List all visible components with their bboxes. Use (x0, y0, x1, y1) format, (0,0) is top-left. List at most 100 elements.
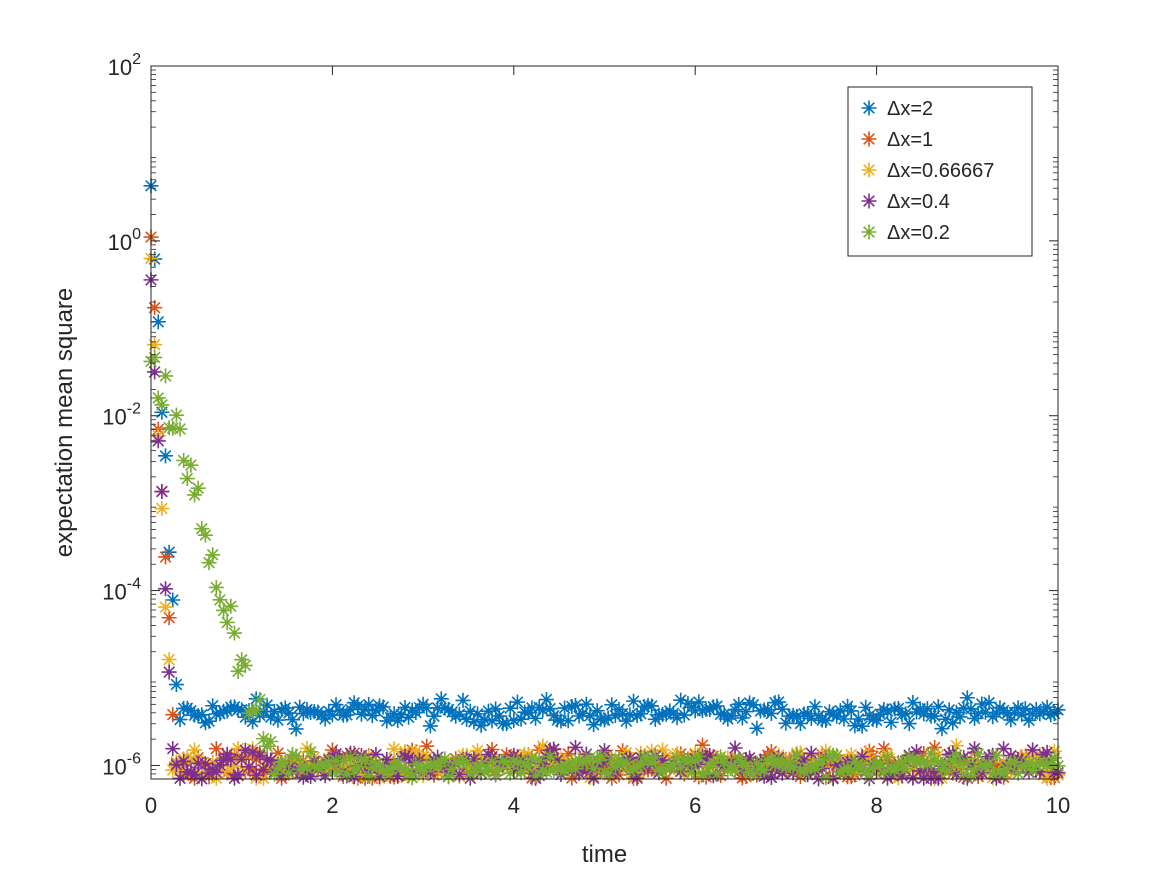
data-point (339, 766, 355, 782)
data-point (212, 592, 228, 608)
data-point (985, 766, 1001, 782)
x-axis-label: time (582, 841, 627, 868)
data-point (948, 747, 964, 763)
data-point (303, 769, 319, 785)
data-point (517, 746, 533, 762)
y-tick-label: 10-6 (102, 750, 141, 779)
data-point (535, 738, 551, 754)
data-point (818, 770, 834, 786)
data-point (470, 706, 486, 722)
data-point (919, 757, 935, 773)
data-point (760, 752, 776, 768)
data-point (284, 763, 300, 779)
data-point (495, 753, 511, 769)
data-point (589, 703, 605, 719)
data-point (742, 695, 758, 711)
data-point (963, 768, 979, 784)
data-point (832, 703, 848, 719)
data-point (800, 706, 816, 722)
data-point (829, 757, 845, 773)
data-point (513, 711, 529, 727)
series-4 (143, 349, 1066, 786)
data-point (197, 527, 213, 543)
data-point (179, 471, 195, 487)
data-point (404, 770, 420, 786)
data-point (281, 765, 297, 781)
data-point (350, 698, 366, 714)
data-point (967, 741, 983, 757)
data-point (295, 758, 311, 774)
data-point (165, 592, 181, 608)
data-point (694, 766, 710, 782)
data-point (219, 614, 235, 630)
data-point (154, 484, 170, 500)
data-point (172, 712, 188, 728)
data-point (840, 760, 856, 776)
data-point (858, 699, 874, 715)
data-point (879, 703, 895, 719)
data-point (1014, 707, 1030, 723)
data-point (691, 694, 707, 710)
data-point (147, 364, 163, 380)
data-point (419, 759, 435, 775)
data-point (854, 749, 870, 765)
data-point (709, 698, 725, 714)
data-point (470, 743, 486, 759)
data-point (379, 751, 395, 767)
data-point (234, 652, 250, 668)
data-point (303, 744, 319, 760)
data-point (281, 705, 297, 721)
data-point (669, 710, 685, 726)
data-point (916, 706, 932, 722)
data-point (270, 760, 286, 776)
data-point (854, 718, 870, 734)
data-point (477, 712, 493, 728)
legend: Δx=2 Δx=1 Δx=0.66667 Δx=0.4 Δx=0.2 (847, 86, 1033, 257)
data-point (756, 762, 772, 778)
data-point (945, 715, 961, 731)
data-point (1039, 699, 1055, 715)
data-point (292, 699, 308, 715)
data-point (284, 712, 300, 728)
data-point (749, 720, 765, 736)
data-point (644, 698, 660, 714)
data-point (488, 701, 504, 717)
data-point (1003, 712, 1019, 728)
data-point (974, 757, 990, 773)
data-point (368, 703, 384, 719)
data-point (502, 765, 518, 781)
y-tick-label: 10-2 (102, 401, 141, 430)
data-point (255, 770, 271, 786)
data-point (535, 702, 551, 718)
data-point (894, 707, 910, 723)
data-point (1021, 755, 1037, 771)
data-point (212, 757, 228, 773)
data-point (491, 708, 507, 724)
data-point (255, 704, 271, 720)
data-point (626, 693, 642, 709)
data-point (698, 750, 714, 766)
data-point (223, 752, 239, 768)
data-point (607, 708, 623, 724)
data-point (187, 767, 203, 783)
data-point (702, 747, 718, 763)
data-point (248, 767, 264, 783)
data-point (713, 749, 729, 765)
data-point (216, 602, 232, 618)
data-point (263, 752, 279, 768)
data-point (372, 768, 388, 784)
data-point (988, 705, 1004, 721)
data-point (865, 711, 881, 727)
data-point (792, 762, 808, 778)
data-point (575, 705, 591, 721)
data-point (546, 741, 562, 757)
legend-box (847, 86, 1033, 257)
data-point (154, 501, 170, 517)
data-point (158, 599, 174, 615)
data-point (404, 755, 420, 771)
data-point (158, 549, 174, 565)
data-point (731, 696, 747, 712)
data-point (927, 753, 943, 769)
data-point (981, 695, 997, 711)
data-point (542, 701, 558, 717)
